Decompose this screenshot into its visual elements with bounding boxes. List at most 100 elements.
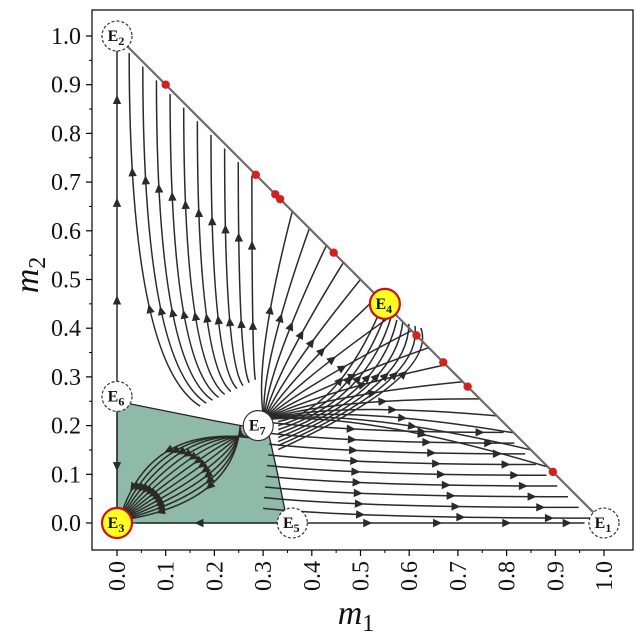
x-tick-label-8: 0.8	[495, 561, 521, 591]
streamline-right-1-arrow-1	[451, 502, 461, 511]
streamline-up-9-arrow-0	[248, 320, 258, 330]
y-tick-label-8: 0.8	[51, 121, 81, 147]
streamline-right-0-arrow-0	[355, 510, 366, 519]
boundary-line	[116, 35, 605, 524]
x-tick-label-6: 0.6	[397, 561, 423, 591]
equilibrium-E1: E1	[588, 507, 620, 539]
streamline-up-4-arrow-1	[181, 199, 190, 210]
equilibrium-marker-E7	[242, 410, 274, 442]
equilibrium-label-E7: E7	[249, 418, 266, 438]
streamline-up-9-arrow-1	[247, 240, 257, 250]
y-tick-label-3: 0.3	[51, 365, 81, 391]
red-point-0	[161, 80, 170, 89]
streamline-fan-1-arrow-0	[275, 313, 284, 324]
streamline-e4-2-arrow-0	[352, 375, 362, 385]
streamline-right-3	[265, 475, 558, 487]
streamline-up-7-arrow-0	[226, 317, 235, 327]
streamline-e4-6	[277, 325, 417, 447]
red-point-3	[275, 194, 285, 204]
streamline-bottom-right-arrow-0	[363, 518, 373, 528]
streamline-up-0-arrow-0	[146, 304, 155, 314]
streamline-right-4	[266, 464, 547, 477]
streamline-basin-5-arrow-1	[148, 488, 159, 498]
streamline-up-8	[237, 162, 250, 384]
streamline-e4-7-arrow-0	[397, 370, 408, 380]
streamline-right-3-arrow-2	[518, 481, 528, 491]
streamline-right-5-arrow-0	[350, 456, 360, 466]
streamline-right-4-arrow-1	[436, 470, 446, 479]
streamline-up-5-arrow-1	[194, 208, 204, 218]
streamline-fan-2-arrow-0	[285, 321, 294, 332]
x-tick-label-9: 0.9	[543, 561, 569, 591]
equilibrium-marker-E4	[368, 287, 401, 320]
red-point-6	[439, 358, 448, 367]
equilibria: E1 E2 E3 E4 E5 E6 E7	[100, 20, 620, 540]
streamline-fan-4-arrow-0	[305, 338, 315, 349]
streamline-edge-up-arrow-0	[112, 295, 122, 305]
streamlines	[112, 50, 590, 528]
streamline-fan-3-arrow-0	[295, 330, 304, 340]
streamline-fan-11-arrow-0	[378, 397, 388, 406]
streamline-right-0	[263, 507, 590, 519]
streamline-right-6	[268, 443, 526, 455]
streamline-fan-0-arrow-0	[265, 305, 274, 315]
streamline-basin-6-arrow-0	[188, 451, 199, 460]
streamline-right-5-arrow-1	[432, 459, 442, 468]
red-point-1	[251, 170, 260, 179]
streamline-right-2-arrow-2	[527, 492, 537, 501]
x-tick-label-7: 0.7	[446, 561, 472, 591]
streamline-up-6-arrow-1	[208, 216, 217, 226]
streamline-right-6-arrow-2	[492, 449, 502, 458]
y-tick-label-7: 0.7	[51, 170, 81, 196]
streamline-bottom-left-arrow-0	[194, 518, 204, 528]
equilibrium-E6: E6	[101, 380, 133, 412]
streamline-basin-1-arrow-0	[205, 474, 215, 484]
streamline-e4-0	[278, 313, 380, 423]
streamline-up-1-arrow-0	[157, 306, 167, 316]
streamline-fan-2	[263, 245, 328, 420]
streamline-basin-8-arrow-1	[138, 482, 148, 493]
streamline-up-6-arrow-0	[214, 315, 224, 325]
streamline-basin-9-arrow-1	[134, 481, 143, 492]
streamline-bottom-right-arrow-2	[502, 518, 512, 528]
streamline-fan-3	[263, 262, 345, 420]
streamline-right-0-arrow-1	[456, 512, 466, 522]
streamline-right-1-arrow-0	[354, 499, 364, 508]
streamline-right-1	[263, 496, 579, 509]
equilibrium-marker-E1	[588, 507, 620, 539]
axis-ticks: 0.0 0.1 0.2 0.3 0.4 0.5 0.6 0.7 0.8 0.9 1.0 0.0 0.1 0…	[51, 24, 618, 591]
y-tick-label-2: 0.2	[51, 414, 81, 440]
streamline-basin-7-arrow-1	[142, 483, 152, 494]
streamline-fan-12	[264, 408, 497, 421]
equilibrium-label-E1: E1	[595, 515, 612, 535]
streamline-up-0-arrow-1	[128, 167, 137, 177]
streamline-basin-4-arrow-1	[151, 491, 162, 500]
streamline-up-0	[128, 53, 201, 407]
streamline-e4-0-arrow-0	[334, 376, 344, 387]
streamline-fan-12-arrow-0	[388, 405, 398, 414]
streamline-e4-1-arrow-0	[343, 376, 353, 386]
streamline-fan-13	[264, 413, 515, 434]
streamline-fan-5	[263, 295, 379, 420]
x-tick-label-0: 0.0	[105, 561, 131, 591]
streamline-e4-3-arrow-0	[361, 374, 371, 384]
streamline-right-8-arrow-0	[346, 424, 356, 433]
streamline-up-5	[196, 121, 232, 393]
equilibrium-E2: E2	[101, 20, 133, 52]
streamline-fan-14-arrow-0	[407, 421, 418, 430]
streamline-fan-1	[263, 228, 311, 420]
x-tick-label-10: 1.0	[592, 561, 618, 591]
streamline-fan-9	[263, 363, 446, 421]
streamline-fan-5-arrow-0	[315, 347, 326, 357]
streamline-up-6	[210, 134, 238, 390]
streamline-bottom-right-arrow-3	[562, 518, 572, 528]
streamline-right-7-arrow-0	[347, 435, 357, 444]
streamline-up-3	[169, 93, 220, 398]
streamline-fan-14	[264, 416, 532, 451]
x-axis-title: m1	[338, 595, 375, 637]
streamline-right-4-arrow-0	[351, 467, 361, 476]
streamline-bottom-right-arrow-1	[433, 518, 443, 528]
streamline-edge-up-arrow-1	[112, 197, 122, 207]
equilibrium-E7: E7	[242, 410, 274, 442]
streamline-e4-4-arrow-0	[370, 373, 380, 383]
